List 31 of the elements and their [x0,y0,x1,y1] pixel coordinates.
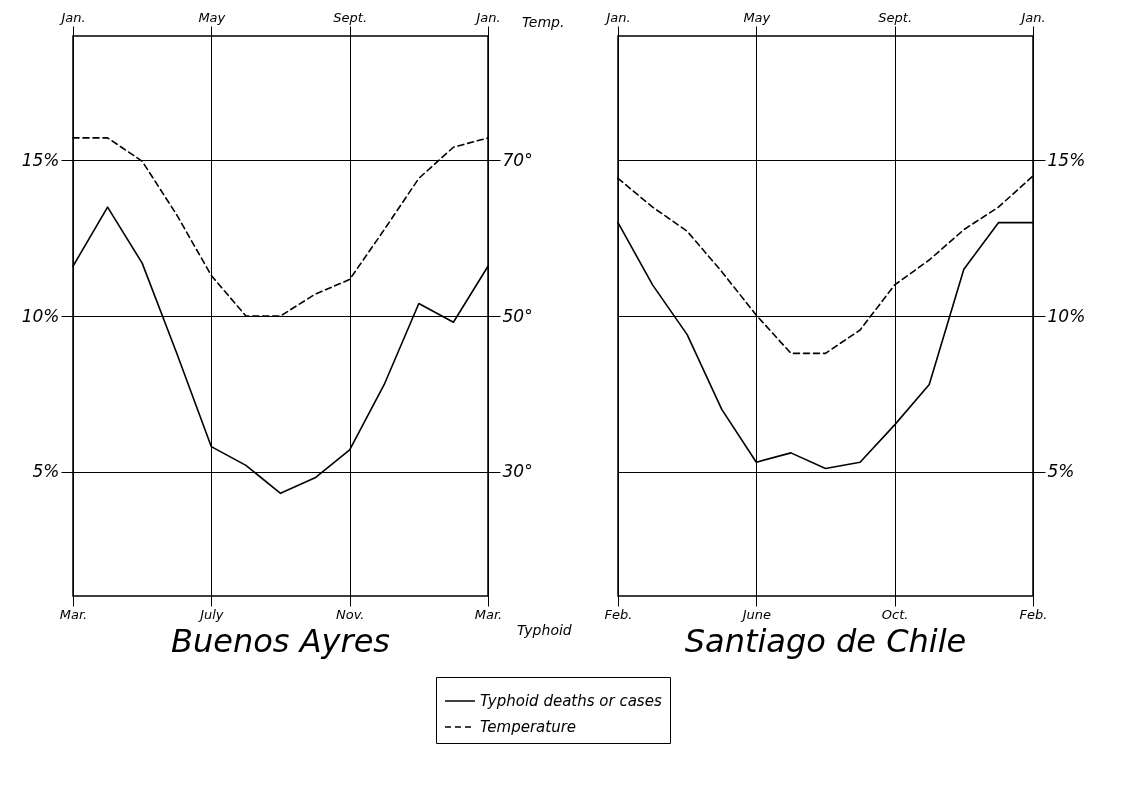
y-tick-label: 15% [1047,149,1086,170]
x-tick-label: Feb. [1019,606,1048,622]
y-tick-label: 10% [21,305,60,326]
y-tick-label: 15% [21,149,60,170]
x-tick-label: Mar. [474,606,503,622]
legend-label: Typhoid deaths or cases [480,692,662,710]
y2-tick-label: 30° [502,461,533,482]
text: Temp. [520,14,567,30]
legend-label: Temperature [480,718,577,736]
x-tick-label: Mar. [59,606,88,622]
y2-tick-label: 50° [502,305,533,326]
y2-tick-label: 70° [502,149,533,170]
text: Jan. [1018,9,1046,25]
text: Sept. [333,9,368,25]
text: Santiago de Chile [684,622,967,660]
text: Jan. [473,9,501,25]
text: Buenos Ayres [171,622,390,660]
text: May [743,9,771,25]
x-tick-label: Oct. [881,606,909,622]
y-tick-label: 5% [1047,461,1075,482]
x-tick-label: June [739,606,771,622]
text: May [198,9,226,25]
y-tick-label: 5% [32,461,60,482]
x-tick-label: Nov. [335,606,365,622]
x-tick-label: July [197,606,224,622]
y-tick-label: 10% [1047,305,1086,326]
x-tick-label: Feb. [604,606,633,622]
text: Sept. [878,9,913,25]
text: Jan. [58,9,86,25]
text: Typhoid [515,622,574,638]
text: Jan. [603,9,631,25]
